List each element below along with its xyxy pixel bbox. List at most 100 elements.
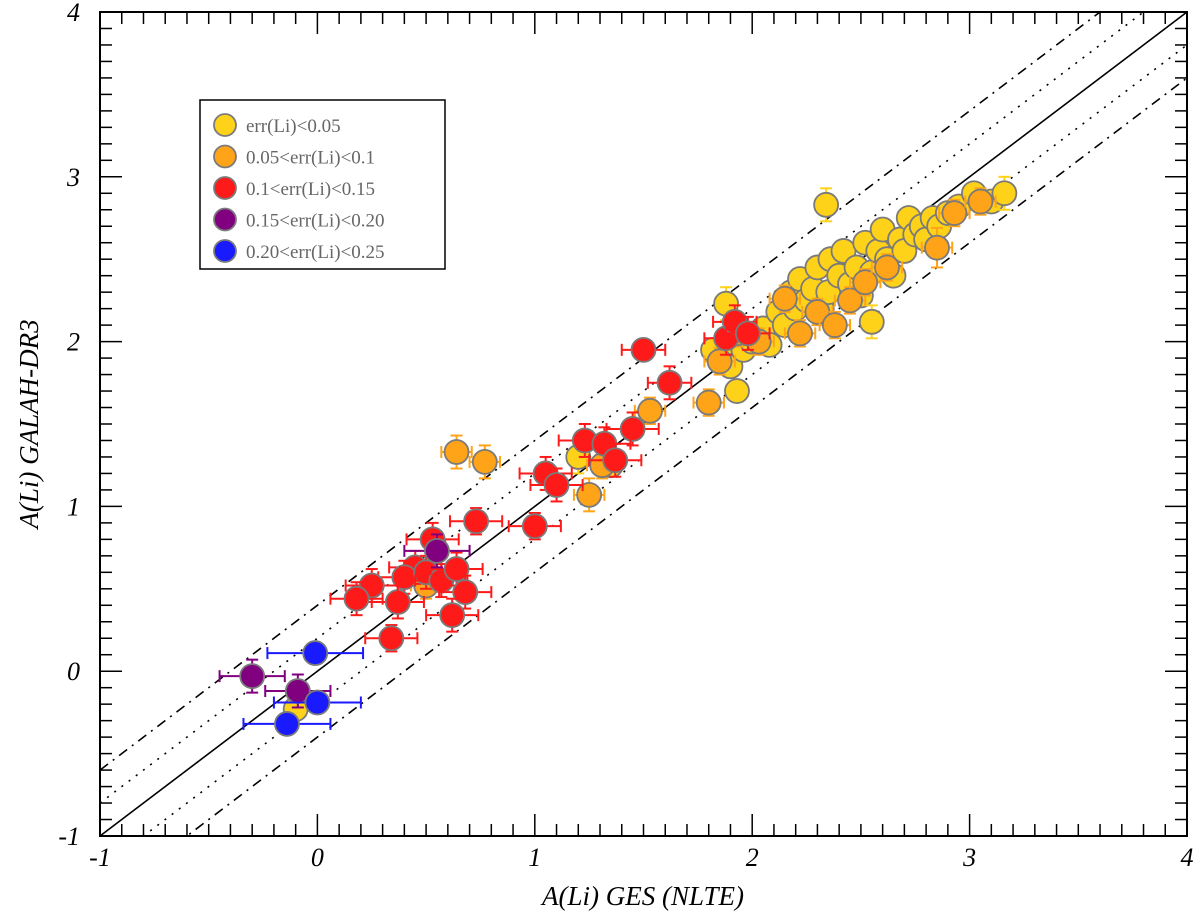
point-marker: [304, 689, 331, 716]
data-point: [818, 310, 852, 340]
point-marker: [734, 320, 761, 347]
x-tick-label: 2: [746, 843, 759, 872]
point-marker: [837, 287, 863, 314]
point-marker: [706, 348, 733, 375]
data-point: [991, 175, 1018, 211]
tick-labels: -1 0 1 2 3 4 -1 0 1 2 3 4: [58, 0, 1193, 872]
data-point: [870, 253, 904, 282]
point-marker: [852, 269, 879, 296]
point-marker: [424, 537, 450, 564]
legend-label: err(Li)<0.05: [246, 116, 341, 137]
point-marker: [941, 200, 968, 226]
point-marker: [343, 585, 370, 612]
legend-label: 0.1<err(Li)<0.15: [246, 179, 375, 200]
data-point: [768, 284, 802, 313]
legend-label: 0.20<err(Li)<0.25: [246, 242, 385, 263]
data-point: [858, 304, 885, 340]
point-marker: [302, 640, 329, 666]
y-tick-label: 3: [66, 163, 80, 192]
point-marker: [619, 416, 646, 442]
data-point: [801, 297, 834, 327]
x-tick-label: 4: [1181, 843, 1194, 872]
legend-marker: [213, 144, 237, 169]
point-marker: [630, 336, 657, 363]
legend-marker: [213, 176, 237, 200]
data-point: [425, 597, 480, 633]
point-marker: [991, 180, 1018, 207]
data-point: [272, 689, 362, 716]
x-axis-title: A(Li) GES (NLTE): [540, 881, 744, 911]
point-marker: [439, 602, 466, 629]
data-point: [364, 624, 419, 653]
point-marker: [924, 234, 950, 261]
plot-frame: [99, 11, 1188, 837]
data-point: [920, 226, 954, 269]
legend: err(Li)<0.05 0.05<err(Li)<0.1 0.1<err(Li)<…: [199, 99, 446, 270]
data-point: [849, 268, 882, 297]
data-point: [403, 533, 471, 569]
data-point: [449, 507, 504, 536]
legend-label: 0.15<err(Li)<0.20: [246, 211, 385, 232]
data-points: [218, 175, 1018, 737]
point-marker: [602, 447, 629, 474]
point-marker: [443, 439, 470, 465]
reference-line-dash-dot-3: [100, 12, 1102, 771]
point-marker: [239, 663, 266, 690]
y-tick-label: 4: [67, 0, 80, 27]
data-point: [438, 574, 493, 610]
point-marker: [471, 449, 498, 475]
y-tick-label: 2: [67, 328, 80, 357]
data-point: [633, 396, 667, 425]
point-marker: [463, 508, 490, 535]
point-marker: [543, 472, 570, 498]
point-marker: [274, 711, 300, 737]
data-point: [813, 187, 840, 223]
data-point: [588, 442, 643, 478]
data-point: [242, 711, 332, 737]
data-point: [329, 581, 384, 617]
data-point: [783, 319, 817, 348]
point-marker: [521, 513, 548, 540]
point-marker: [967, 188, 994, 215]
point-marker: [452, 579, 479, 605]
axis-ticks: [99, 11, 1188, 837]
legend-marker: [213, 207, 237, 232]
x-tick-label: 0: [311, 843, 324, 872]
point-marker: [821, 312, 848, 339]
data-point: [529, 467, 584, 503]
legend-marker: [213, 239, 237, 263]
point-marker: [813, 191, 840, 218]
data-point: [468, 444, 502, 480]
x-tick-label: -1: [89, 843, 111, 872]
data-point: [218, 658, 286, 694]
point-marker: [874, 254, 900, 281]
point-marker: [378, 625, 405, 652]
point-marker: [771, 285, 798, 312]
data-point: [440, 434, 473, 470]
y-tick-label: 1: [67, 492, 80, 521]
data-point: [620, 336, 667, 363]
data-point: [833, 286, 867, 315]
y-tick-label: 0: [67, 657, 80, 686]
reference-line-dash-dot-4: [185, 77, 1187, 836]
x-tick-label: 1: [528, 843, 541, 872]
data-point: [938, 198, 971, 228]
legend-box: [199, 99, 446, 270]
data-point: [964, 187, 997, 216]
point-marker: [858, 308, 885, 335]
point-marker: [724, 378, 750, 404]
x-tick-label: 3: [962, 843, 976, 872]
point-marker: [656, 369, 683, 396]
data-point: [692, 388, 725, 417]
point-marker: [637, 397, 663, 424]
legend-label: 0.05<err(Li)<0.1: [246, 148, 375, 169]
data-point: [507, 511, 562, 541]
y-tick-label: -1: [58, 822, 80, 851]
point-marker: [384, 589, 411, 615]
data-point: [725, 315, 771, 351]
data-point: [266, 640, 365, 666]
legend-marker: [213, 113, 237, 137]
data-point: [724, 378, 750, 404]
point-marker: [695, 389, 722, 416]
